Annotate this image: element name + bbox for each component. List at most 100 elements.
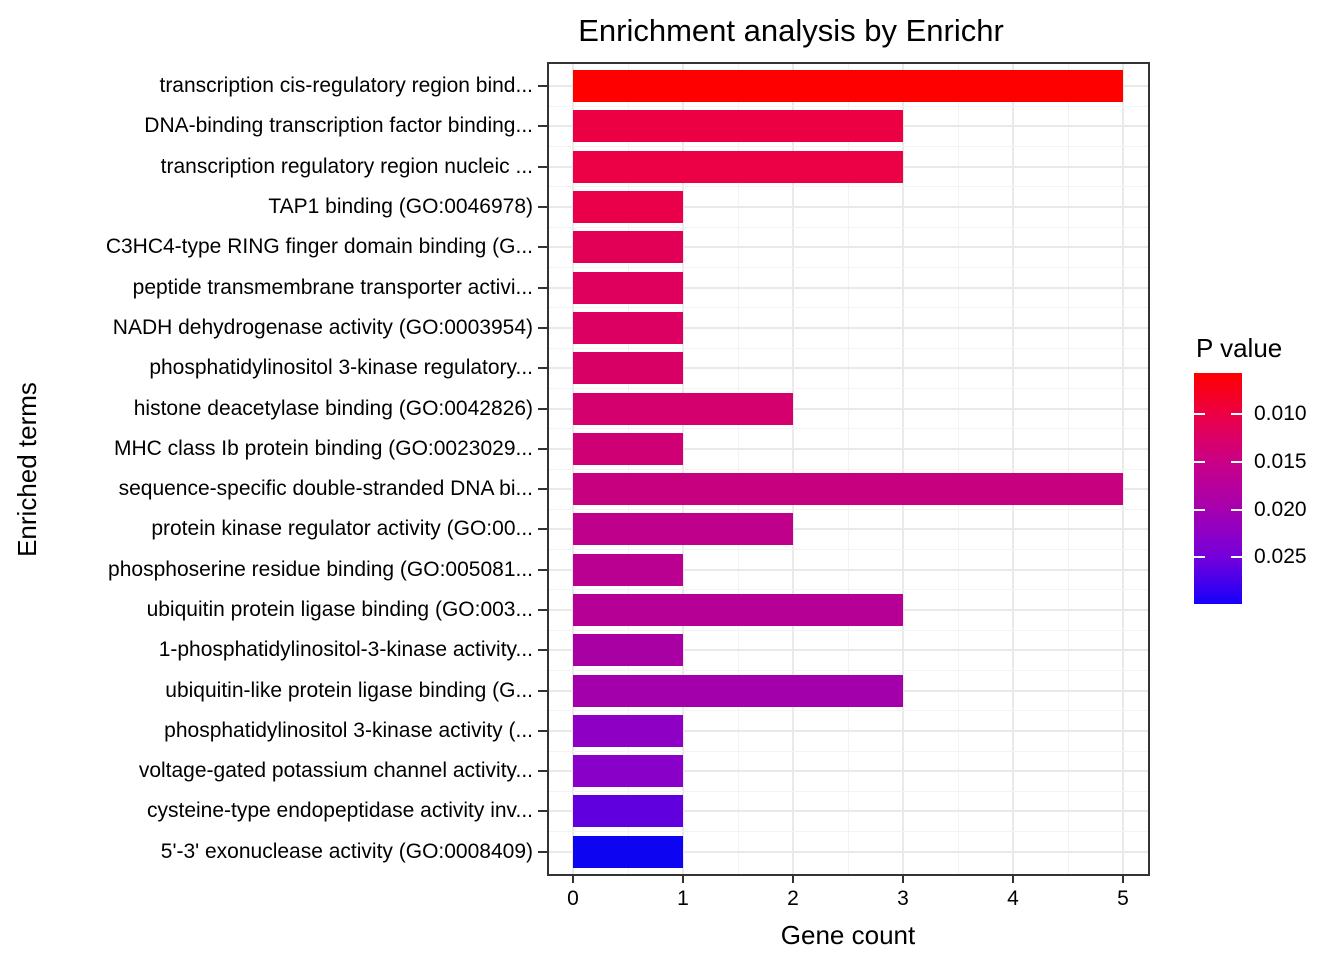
y-tick-label: peptide transmembrane transporter activi… [132, 275, 533, 299]
bar [573, 352, 683, 385]
bar-row [549, 469, 1148, 509]
bar [573, 795, 683, 828]
legend-tick [1194, 508, 1205, 511]
gridline-major-h [549, 649, 1148, 652]
bar [573, 473, 1123, 506]
legend-tick [1231, 508, 1242, 511]
y-axis-tick [538, 729, 547, 732]
bar [573, 311, 683, 344]
bar-row [549, 711, 1148, 751]
legend-tick [1194, 413, 1205, 416]
y-tick-label: NADH dehydrogenase activity (GO:0003954) [112, 315, 533, 339]
bar-row [549, 388, 1148, 428]
y-tick-row [538, 388, 547, 428]
bar-row [549, 832, 1148, 872]
legend-tick-label: 0.020 [1254, 497, 1307, 521]
y-axis-labels: transcription cis-regulatory region bind… [55, 62, 533, 876]
y-tick-row [538, 147, 547, 187]
bar-row [549, 267, 1148, 307]
y-tick-row [538, 630, 547, 670]
bar-row [549, 670, 1148, 710]
bar [573, 755, 683, 788]
y-tick-row [538, 267, 547, 307]
y-tick-row [538, 751, 547, 791]
plot-panel [547, 62, 1150, 876]
gridline-minor-h [549, 549, 1148, 551]
y-tick-label: 1-phosphatidylinositol-3-kinase activity… [158, 638, 533, 662]
legend-tick [1231, 413, 1242, 416]
legend-title: P value [1196, 333, 1283, 363]
legend-tick-label: 0.025 [1254, 545, 1307, 569]
bar [573, 392, 793, 425]
y-axis-tick [538, 206, 547, 209]
gridline-major-h [549, 326, 1148, 329]
gridline-major-h [549, 206, 1148, 209]
y-axis-tick [538, 528, 547, 531]
gridline-minor-h [549, 146, 1148, 148]
y-axis-tick [538, 649, 547, 652]
x-axis-tick [1122, 876, 1124, 883]
y-tick-label: voltage-gated potassium channel activity… [138, 759, 533, 783]
bar-row [549, 308, 1148, 348]
y-axis-title: Enriched terms [0, 62, 54, 876]
legend-tick [1194, 460, 1205, 463]
gridline-minor-h [549, 790, 1148, 792]
gridline-minor-h [549, 508, 1148, 510]
gridline-minor-h [549, 267, 1148, 268]
y-tick-label: ubiquitin-like protein ligase binding (G… [165, 678, 533, 702]
legend-gradient-bar [1194, 373, 1242, 604]
bar-row [549, 590, 1148, 630]
x-tick-label: 2 [787, 887, 799, 910]
y-tick-label: 5'-3' exonuclease activity (GO:0008409) [160, 839, 533, 863]
bar [573, 594, 903, 626]
gridline-minor-h [549, 186, 1148, 188]
y-tick-row [538, 509, 547, 549]
bar [573, 835, 683, 868]
y-tick-row [538, 348, 547, 388]
y-tick-label: protein kinase regulator activity (GO:00… [151, 517, 533, 541]
gridline-major-h [549, 447, 1148, 450]
bar [573, 70, 1123, 103]
gridline-major-h [549, 810, 1148, 813]
y-tick-row [538, 308, 547, 348]
gridline-minor-h [549, 347, 1148, 349]
y-tick-row [538, 550, 547, 590]
gridline-major-h [549, 568, 1148, 571]
gridline-minor-h [549, 670, 1148, 671]
y-tick-row [538, 791, 547, 831]
x-tick-label: 1 [677, 887, 689, 910]
y-tick-label: phosphatidylinositol 3-kinase activity (… [164, 718, 533, 742]
gridline-major-h [549, 286, 1148, 289]
y-tick-row [538, 106, 547, 146]
bar-rows [549, 64, 1148, 874]
gridline-minor-h [549, 307, 1148, 309]
y-tick-label: phosphatidylinositol 3-kinase regulatory… [149, 356, 533, 380]
bar-row [549, 429, 1148, 469]
y-axis-ticks [538, 62, 547, 876]
legend-tick [1194, 556, 1205, 559]
bar-row [549, 147, 1148, 187]
bar-row [549, 227, 1148, 267]
y-axis-tick [538, 568, 547, 571]
x-axis-tick [572, 876, 574, 883]
y-axis-tick [538, 85, 547, 88]
bar-row [549, 66, 1148, 106]
gridline-major-h [549, 729, 1148, 732]
x-tick-label: 0 [567, 887, 579, 910]
bar [573, 553, 683, 586]
legend-tick-label: 0.010 [1254, 402, 1307, 426]
y-tick-label: C3HC4-type RING finger domain binding (G… [105, 235, 533, 259]
bar [573, 634, 683, 667]
bar-row [549, 791, 1148, 831]
y-tick-row [538, 227, 547, 267]
bar-row [549, 509, 1148, 549]
gridline-major-h [549, 850, 1148, 853]
y-tick-label: transcription cis-regulatory region bind… [159, 74, 533, 98]
y-axis-tick [538, 326, 547, 329]
gridline-minor-h [549, 589, 1148, 591]
gridline-minor-h [549, 831, 1148, 833]
x-axis-tick [682, 876, 684, 883]
y-tick-row [538, 187, 547, 227]
gridline-major-h [549, 770, 1148, 773]
